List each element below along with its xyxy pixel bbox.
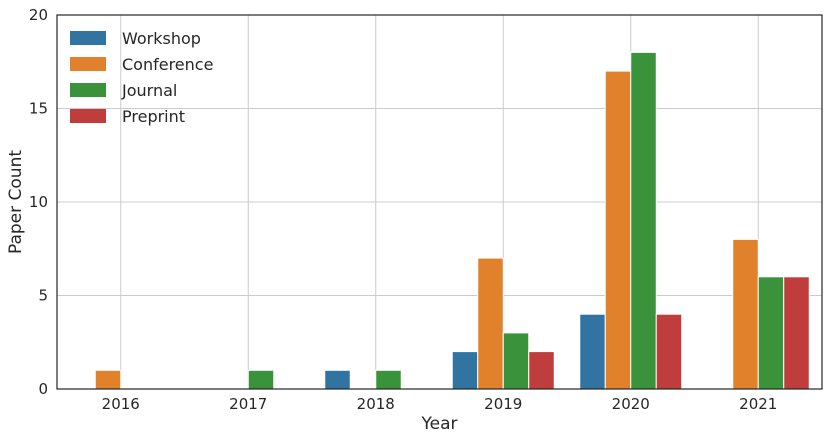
bar-conference-2019 xyxy=(477,257,504,390)
x-tick-label: 2019 xyxy=(484,395,522,413)
x-tick-label: 2018 xyxy=(357,395,395,413)
y-tick-label: 20 xyxy=(29,6,48,24)
x-tick-label: 2016 xyxy=(102,395,140,413)
y-tick-label: 15 xyxy=(29,100,48,118)
legend-label-preprint: Preprint xyxy=(122,107,185,126)
y-axis-label: Paper Count xyxy=(6,150,26,254)
bar-journal-2019 xyxy=(502,332,530,390)
bar-workshop-2020 xyxy=(579,313,606,390)
legend-swatch-journal xyxy=(70,83,106,97)
bars-group xyxy=(94,51,810,390)
y-tick-label: 5 xyxy=(38,287,48,305)
y-tick-label: 10 xyxy=(29,193,48,211)
bar-workshop-2019 xyxy=(451,351,479,390)
legend-label-conference: Conference xyxy=(122,55,213,74)
legend-label-workshop: Workshop xyxy=(122,29,201,48)
legend-swatch-conference xyxy=(70,57,106,71)
y-axis-ticks: 0 5 10 15 20 xyxy=(29,6,48,398)
legend-swatch-preprint xyxy=(70,109,106,123)
legend: Workshop Conference Journal Preprint xyxy=(70,29,213,126)
legend-label-journal: Journal xyxy=(121,81,177,100)
bar-preprint-2020 xyxy=(655,313,683,390)
bar-conference-2016 xyxy=(94,369,122,390)
x-tick-label: 2021 xyxy=(739,395,777,413)
bar-journal-2017 xyxy=(247,369,275,390)
bar-preprint-2021 xyxy=(783,276,810,390)
bar-conference-2021 xyxy=(732,238,759,390)
bar-journal-2018 xyxy=(375,369,402,390)
x-tick-label: 2017 xyxy=(229,395,267,413)
legend-swatch-workshop xyxy=(70,31,106,45)
x-axis-label: Year xyxy=(421,414,458,434)
y-tick-label: 0 xyxy=(38,380,48,398)
x-tick-label: 2020 xyxy=(612,395,650,413)
bar-conference-2020 xyxy=(604,70,632,390)
bar-journal-2020 xyxy=(630,51,657,390)
bar-preprint-2019 xyxy=(528,351,555,390)
bar-workshop-2018 xyxy=(324,369,351,390)
bar-journal-2021 xyxy=(757,276,785,390)
x-axis-ticks: 2016 2017 2018 2019 2020 2021 xyxy=(102,395,778,413)
plot-area-frame xyxy=(56,14,823,390)
